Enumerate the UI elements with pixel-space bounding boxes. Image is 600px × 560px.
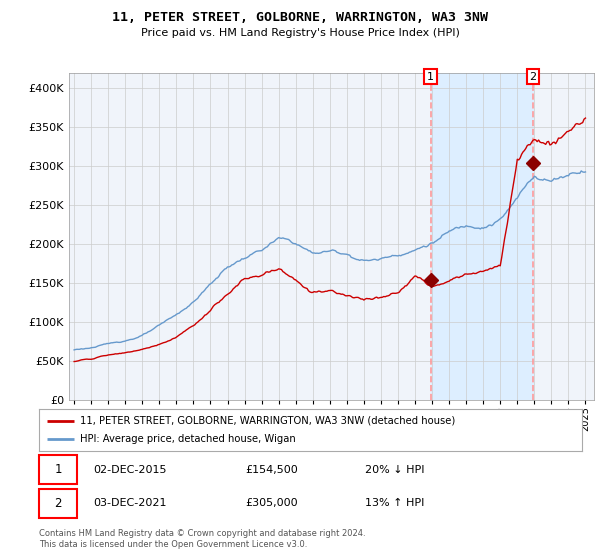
Text: 02-DEC-2015: 02-DEC-2015	[94, 465, 167, 475]
Text: 2: 2	[54, 497, 62, 510]
Text: 20% ↓ HPI: 20% ↓ HPI	[365, 465, 424, 475]
Text: 11, PETER STREET, GOLBORNE, WARRINGTON, WA3 3NW: 11, PETER STREET, GOLBORNE, WARRINGTON, …	[112, 11, 488, 24]
Text: £154,500: £154,500	[245, 465, 298, 475]
Text: 11, PETER STREET, GOLBORNE, WARRINGTON, WA3 3NW (detached house): 11, PETER STREET, GOLBORNE, WARRINGTON, …	[80, 416, 455, 426]
Text: Price paid vs. HM Land Registry's House Price Index (HPI): Price paid vs. HM Land Registry's House …	[140, 28, 460, 38]
Text: 2: 2	[529, 72, 536, 82]
Text: 1: 1	[427, 72, 434, 82]
Text: Contains HM Land Registry data © Crown copyright and database right 2024.
This d: Contains HM Land Registry data © Crown c…	[39, 529, 365, 549]
Bar	[431, 73, 533, 400]
Text: 13% ↑ HPI: 13% ↑ HPI	[365, 498, 424, 508]
FancyBboxPatch shape	[39, 488, 77, 517]
FancyBboxPatch shape	[39, 455, 77, 484]
Text: £305,000: £305,000	[245, 498, 298, 508]
Text: 03-DEC-2021: 03-DEC-2021	[94, 498, 167, 508]
Text: 1: 1	[54, 463, 62, 476]
Text: HPI: Average price, detached house, Wigan: HPI: Average price, detached house, Wiga…	[80, 434, 295, 444]
